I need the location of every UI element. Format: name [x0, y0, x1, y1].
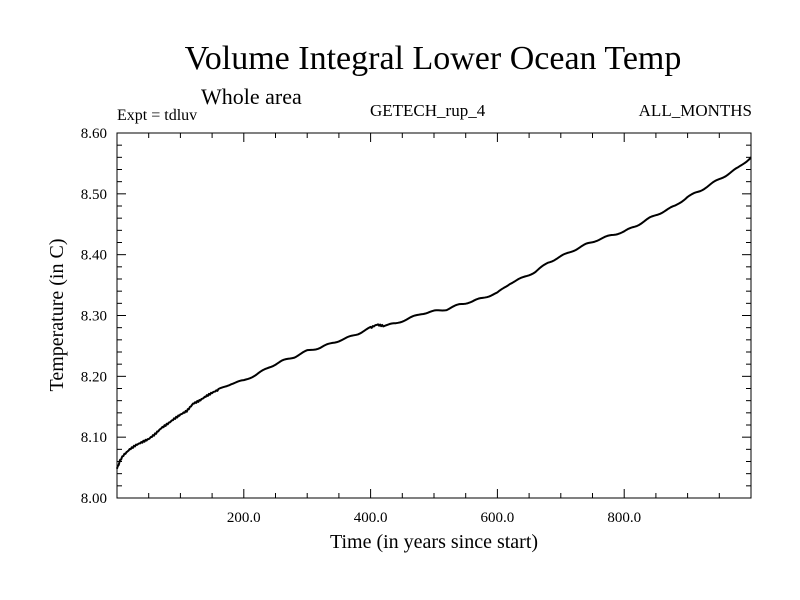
months-label: ALL_MONTHS: [638, 101, 752, 120]
x-tick-label: 400.0: [354, 510, 388, 526]
run-name-label: GETECH_rup_4: [370, 101, 486, 120]
experiment-label: Expt = tdluv: [117, 107, 198, 124]
y-tick-label: 8.10: [81, 430, 107, 446]
series-line: [116, 156, 752, 470]
x-tick-label: 200.0: [227, 510, 261, 526]
y-axis-label: Temperature (in C): [46, 239, 68, 392]
x-tick-label: 800.0: [607, 510, 641, 526]
y-tick-label: 8.20: [81, 369, 107, 385]
axis-ticks: 200.0 400.0 600.0 800.0 8.00 8.10 8.20 8.30 8.40…: [81, 126, 751, 526]
y-tick-label: 8.30: [81, 309, 107, 325]
plot-frame: [116, 132, 752, 499]
y-tick-label: 8.00: [81, 491, 107, 507]
chart-title: Volume Integral Lower Ocean Temp: [184, 40, 682, 77]
y-tick-label: 8.40: [81, 248, 107, 264]
series-layer: [116, 156, 752, 470]
x-tick-label: 600.0: [481, 510, 515, 526]
y-tick-label: 8.50: [81, 187, 107, 203]
x-axis-label: Time (in years since start): [330, 531, 538, 553]
y-tick-label: 8.60: [81, 126, 107, 142]
chart-subtitle: Whole area: [201, 84, 302, 109]
